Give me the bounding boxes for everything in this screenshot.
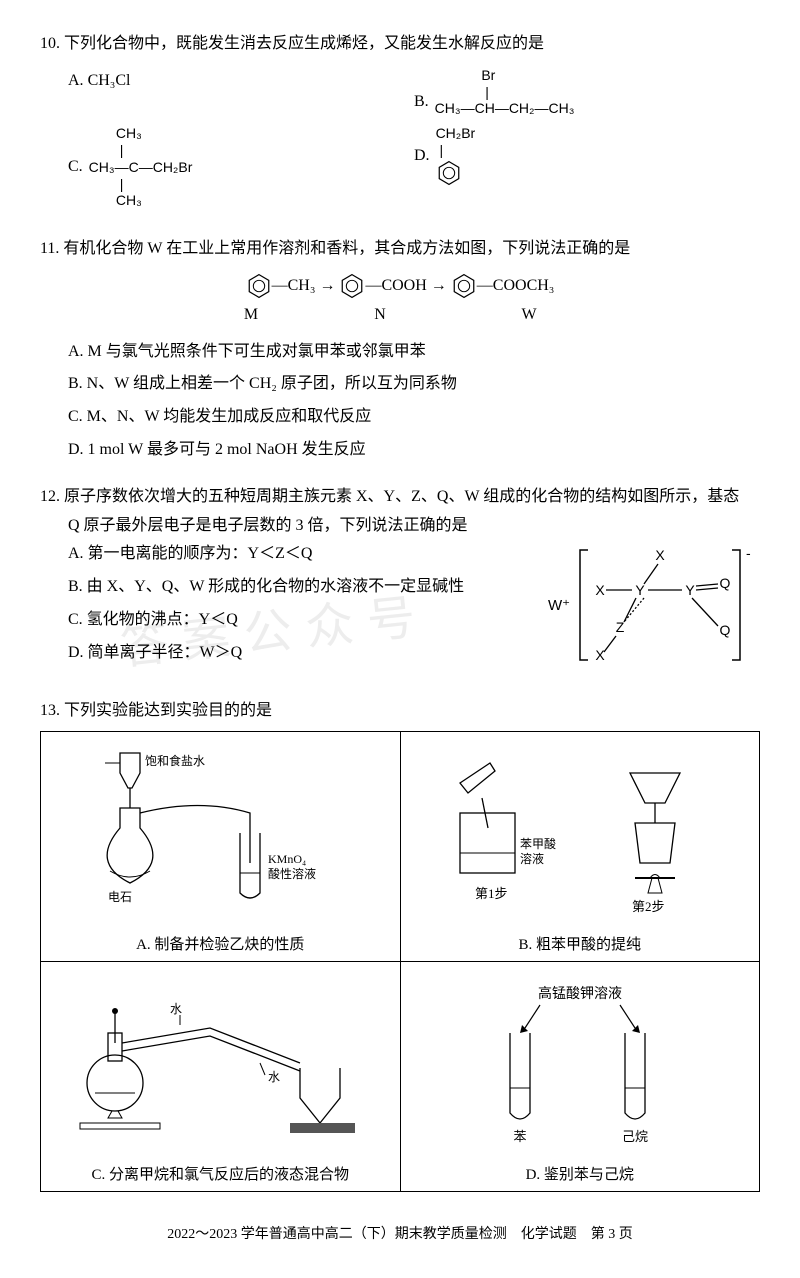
svg-text:Q: Q: [720, 575, 731, 591]
svg-text:水: 水: [170, 1002, 182, 1016]
arrow-icon: →: [431, 277, 447, 294]
q10-optD-label: D.: [414, 142, 430, 171]
q10-optA-text: CH₃Cl: [88, 72, 131, 89]
q10-optB-structure: Br | CH₃—CH—CH₂—CH₃: [435, 67, 575, 117]
q11-stem: 有机化合物 W 在工业上常用作溶剂和香料，其合成方法如图，下列说法正确的是: [63, 240, 630, 257]
q11-option-c: C. M、N、W 均能发生加成反应和取代反应: [68, 403, 788, 432]
q10-option-c: C. CH₃ | CH₃—C—CH₂Br | CH₃: [68, 125, 414, 209]
svg-text:X: X: [595, 647, 605, 663]
q10-stem: 下列化合物中，既能发生消去反应生成烯烃，又能发生水解反应的是: [64, 35, 544, 52]
optB-l3: CH₃—CH—CH₂—CH₃: [435, 100, 575, 116]
q13-stem: 下列实验能达到实验目的的是: [64, 702, 272, 719]
svg-text:酸性溶液: 酸性溶液: [268, 866, 316, 881]
q11-option-b: B. N、W 组成上相差一个 CH₂ 原子团，所以互为同系物: [68, 370, 788, 399]
svg-text:饱和食盐水: 饱和食盐水: [145, 753, 205, 768]
svg-text:苯甲酸: 苯甲酸: [520, 836, 556, 851]
apparatus-a-icon: 饱和食盐水 电石 KMnO₄ 酸性溶液: [60, 743, 380, 923]
svg-text:Q: Q: [720, 622, 731, 638]
exp-d-caption: D. 鉴别苯与己烷: [405, 1158, 756, 1189]
q10-optC-label: C.: [68, 153, 83, 182]
exp-cell-d: 高锰酸钾溶液 苯 己烷 D. 鉴别苯: [400, 962, 760, 1192]
q11-number: 11.: [40, 240, 59, 257]
q11-label-M: M: [196, 301, 306, 330]
benzene-icon: [339, 273, 365, 299]
benzene-icon: [451, 273, 477, 299]
exp-cell-b: 苯甲酸 溶液 第1步 第2步 B. 粗苯甲酸的提纯: [400, 732, 760, 962]
svg-text:溶液: 溶液: [520, 851, 544, 866]
question-11: 11. 有机化合物 W 在工业上常用作溶剂和香料，其合成方法如图，下列说法正确的…: [40, 235, 760, 465]
exp-cell-c: 水 水 C. 分离甲烷和氯气反应后的液态混合物: [41, 962, 401, 1192]
q10-optB-label: B.: [414, 88, 429, 117]
experiment-table: 饱和食盐水 电石 KMnO₄ 酸性溶液 A. 制备并检验乙炔的性: [40, 731, 760, 1192]
q10-optC-structure: CH₃ | CH₃—C—CH₂Br | CH₃: [89, 125, 193, 209]
svg-text:己烷: 己烷: [622, 1129, 648, 1144]
q11-option-a: A. M 与氯气光照条件下可生成对氯甲苯或邻氯甲苯: [68, 338, 788, 367]
q10-optD-structure: CH₂Br |: [436, 125, 476, 187]
svg-text:Y: Y: [635, 582, 645, 598]
optC-l4: |: [89, 176, 124, 192]
q12-stem-line2: Q 原子最外层电子是电子层数的 3 倍，下列说法正确的是: [68, 517, 468, 534]
optD-l1: CH₂Br: [436, 125, 476, 141]
q11-group-N: —COOH: [365, 277, 426, 294]
q12-option-a: A. 第一电离能的顺序为：Y＜Z＜Q: [68, 540, 568, 569]
apparatus-c-icon: 水 水: [60, 973, 380, 1153]
q10-option-a: A. CH₃Cl: [68, 67, 414, 117]
q12-option-b: B. 由 X、Y、Q、W 形成的化合物的水溶液不一定显碱性: [68, 573, 568, 602]
svg-text:苯: 苯: [513, 1129, 526, 1144]
q11-label-W: W: [454, 301, 604, 330]
svg-text:电石: 电石: [108, 890, 132, 904]
optC-l5: CH₃: [89, 192, 142, 208]
q12-structure-diagram: - W⁺ X X Y Y Q Z X Q: [540, 540, 760, 678]
question-13: 13. 下列实验能达到实验目的的是 饱和食盐水 电石: [40, 697, 760, 1193]
q11-reaction-scheme: —CH₃ → —COOH → —COOCH₃ M N W: [40, 272, 760, 330]
apparatus-d-icon: 高锰酸钾溶液 苯 己烷: [420, 973, 740, 1153]
q12-option-c: C. 氢化物的沸点：Y＜Q: [68, 606, 568, 635]
svg-text:KMnO₄: KMnO₄: [268, 852, 306, 866]
svg-text:-: -: [746, 545, 751, 561]
optC-l2: |: [89, 142, 124, 158]
optD-l2: |: [436, 142, 444, 158]
benzene-icon: [436, 160, 462, 186]
svg-text:高锰酸钾溶液: 高锰酸钾溶液: [538, 985, 622, 1002]
optB-l1: Br: [435, 67, 496, 83]
question-12: 12. 原子序数依次增大的五种短周期主族元素 X、Y、Z、Q、W 组成的化合物的…: [40, 483, 760, 679]
q11-group-W: —COOCH₃: [477, 277, 555, 294]
svg-text:X: X: [655, 547, 665, 563]
q10-optA-label: A.: [68, 72, 84, 89]
arrow-icon: →: [319, 277, 335, 294]
optC-l1: CH₃: [89, 125, 142, 141]
optB-l2: |: [435, 84, 489, 100]
svg-text:水: 水: [268, 1070, 280, 1084]
q10-number: 10.: [40, 35, 60, 52]
benzene-icon: [246, 273, 272, 299]
svg-text:Y: Y: [685, 582, 695, 598]
question-10: 10. 下列化合物中，既能发生消去反应生成烯烃，又能发生水解反应的是 A. CH…: [40, 30, 760, 217]
q11-label-N: N: [310, 301, 450, 330]
svg-text:第2步: 第2步: [632, 899, 665, 914]
svg-text:Z: Z: [616, 619, 625, 635]
q12-option-d: D. 简单离子半径：W＞Q: [68, 639, 568, 668]
q12-number: 12.: [40, 488, 60, 505]
q12-stem-line1: 原子序数依次增大的五种短周期主族元素 X、Y、Z、Q、W 组成的化合物的结构如图…: [64, 488, 739, 505]
exp-cell-a: 饱和食盐水 电石 KMnO₄ 酸性溶液 A. 制备并检验乙炔的性: [41, 732, 401, 962]
apparatus-b-icon: 苯甲酸 溶液 第1步 第2步: [420, 743, 740, 923]
exp-b-caption: B. 粗苯甲酸的提纯: [405, 928, 756, 959]
exp-c-caption: C. 分离甲烷和氯气反应后的液态混合物: [45, 1158, 396, 1189]
q13-number: 13.: [40, 702, 60, 719]
q10-option-b: B. Br | CH₃—CH—CH₂—CH₃: [414, 67, 760, 117]
svg-text:第1步: 第1步: [475, 886, 508, 901]
q11-group-M: —CH₃: [272, 277, 316, 294]
q12-W-label: W⁺: [548, 597, 570, 614]
optC-l3: CH₃—C—CH₂Br: [89, 159, 193, 175]
q11-option-d: D. 1 mol W 最多可与 2 mol NaOH 发生反应: [68, 436, 788, 465]
exp-a-caption: A. 制备并检验乙炔的性质: [45, 928, 396, 959]
svg-text:X: X: [595, 582, 605, 598]
page-footer: 2022～2023 学年普通高中高二（下）期末教学质量检测 化学试题 第 3 页: [40, 1222, 760, 1247]
q10-option-d: D. CH₂Br |: [414, 125, 760, 209]
